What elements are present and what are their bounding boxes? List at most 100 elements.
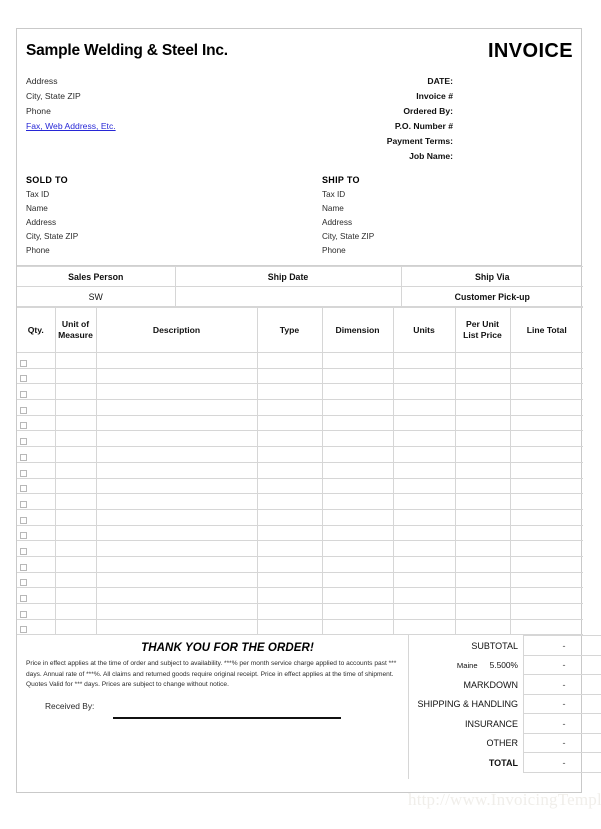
cell-3[interactable] xyxy=(256,430,323,448)
cell-3[interactable] xyxy=(256,414,323,432)
cell-4[interactable] xyxy=(321,477,394,495)
seller-web-link[interactable]: Fax, Web Address, Etc. xyxy=(26,121,116,131)
checkbox-icon[interactable] xyxy=(20,595,27,602)
cell-7[interactable] xyxy=(509,493,583,510)
cell-3[interactable] xyxy=(256,571,323,589)
cell-5[interactable] xyxy=(392,618,456,636)
cell-7[interactable] xyxy=(509,399,583,416)
cell-qty[interactable] xyxy=(17,555,56,573)
cell-7[interactable] xyxy=(509,477,583,495)
value-sales-person[interactable]: SW xyxy=(17,286,175,307)
cell-3[interactable] xyxy=(256,555,323,573)
cell-1[interactable] xyxy=(54,477,97,495)
value-subtotal[interactable]: - xyxy=(523,635,601,656)
cell-1[interactable] xyxy=(54,352,97,369)
value-insurance[interactable]: - xyxy=(523,713,601,734)
cell-qty[interactable] xyxy=(17,618,56,636)
checkbox-icon[interactable] xyxy=(20,610,27,618)
cell-3[interactable] xyxy=(256,540,323,557)
cell-1[interactable] xyxy=(54,571,97,589)
cell-5[interactable] xyxy=(392,446,456,463)
cell-4[interactable] xyxy=(321,446,394,463)
cell-4[interactable] xyxy=(321,430,394,448)
value-ship-via[interactable]: Customer Pick-up xyxy=(400,286,583,307)
cell-3[interactable] xyxy=(256,603,323,620)
checkbox-icon[interactable] xyxy=(20,359,27,367)
cell-qty[interactable] xyxy=(17,430,56,448)
cell-4[interactable] xyxy=(321,540,394,557)
cell-6[interactable] xyxy=(454,461,511,479)
cell-6[interactable] xyxy=(454,414,511,432)
value-total[interactable]: - xyxy=(523,752,601,773)
cell-3[interactable] xyxy=(256,477,323,495)
cell-5[interactable] xyxy=(392,461,456,479)
cell-1[interactable] xyxy=(54,414,97,432)
cell-1[interactable] xyxy=(54,524,97,542)
cell-2[interactable] xyxy=(95,508,258,526)
cell-4[interactable] xyxy=(321,383,394,401)
cell-6[interactable] xyxy=(454,524,511,542)
cell-7[interactable] xyxy=(509,540,583,557)
cell-7[interactable] xyxy=(509,352,583,369)
cell-7[interactable] xyxy=(509,446,583,463)
cell-3[interactable] xyxy=(256,446,323,463)
cell-3[interactable] xyxy=(256,352,323,369)
cell-4[interactable] xyxy=(321,524,394,542)
cell-2[interactable] xyxy=(95,367,258,385)
cell-5[interactable] xyxy=(392,540,456,557)
cell-6[interactable] xyxy=(454,493,511,510)
cell-qty[interactable] xyxy=(17,603,56,620)
checkbox-icon[interactable] xyxy=(20,406,27,414)
cell-5[interactable] xyxy=(392,571,456,589)
cell-5[interactable] xyxy=(392,555,456,573)
cell-1[interactable] xyxy=(54,399,97,416)
cell-2[interactable] xyxy=(95,618,258,636)
cell-2[interactable] xyxy=(95,352,258,369)
cell-7[interactable] xyxy=(509,555,583,573)
cell-qty[interactable] xyxy=(17,493,56,510)
checkbox-icon[interactable] xyxy=(20,532,27,540)
cell-2[interactable] xyxy=(95,461,258,479)
checkbox-icon[interactable] xyxy=(20,422,27,430)
cell-qty[interactable] xyxy=(17,477,56,495)
cell-4[interactable] xyxy=(321,508,394,526)
cell-1[interactable] xyxy=(54,508,97,526)
cell-2[interactable] xyxy=(95,524,258,542)
cell-4[interactable] xyxy=(321,618,394,636)
value-tax[interactable]: - xyxy=(523,654,601,676)
cell-6[interactable] xyxy=(454,477,511,495)
cell-4[interactable] xyxy=(321,399,394,416)
cell-1[interactable] xyxy=(54,461,97,479)
cell-7[interactable] xyxy=(509,414,583,432)
signature-line[interactable] xyxy=(113,717,341,720)
checkbox-icon[interactable] xyxy=(20,626,27,634)
cell-3[interactable] xyxy=(256,399,323,416)
cell-4[interactable] xyxy=(321,603,394,620)
cell-4[interactable] xyxy=(321,352,394,369)
value-markdown[interactable]: - xyxy=(523,674,601,695)
cell-7[interactable] xyxy=(509,587,583,604)
cell-2[interactable] xyxy=(95,540,258,557)
cell-3[interactable] xyxy=(256,508,323,526)
cell-4[interactable] xyxy=(321,571,394,589)
checkbox-icon[interactable] xyxy=(20,453,27,461)
cell-7[interactable] xyxy=(509,508,583,526)
cell-7[interactable] xyxy=(509,383,583,401)
cell-3[interactable] xyxy=(256,524,323,542)
cell-2[interactable] xyxy=(95,571,258,589)
checkbox-icon[interactable] xyxy=(20,563,27,571)
checkbox-icon[interactable] xyxy=(20,485,27,493)
cell-1[interactable] xyxy=(54,367,97,385)
cell-5[interactable] xyxy=(392,383,456,401)
cell-7[interactable] xyxy=(509,367,583,385)
value-shipping-handling[interactable]: - xyxy=(523,693,601,715)
cell-3[interactable] xyxy=(256,493,323,510)
cell-7[interactable] xyxy=(509,430,583,448)
cell-2[interactable] xyxy=(95,493,258,510)
checkbox-icon[interactable] xyxy=(20,375,27,383)
cell-1[interactable] xyxy=(54,603,97,620)
cell-6[interactable] xyxy=(454,446,511,463)
cell-1[interactable] xyxy=(54,540,97,557)
cell-1[interactable] xyxy=(54,430,97,448)
value-ship-date[interactable] xyxy=(174,286,401,307)
